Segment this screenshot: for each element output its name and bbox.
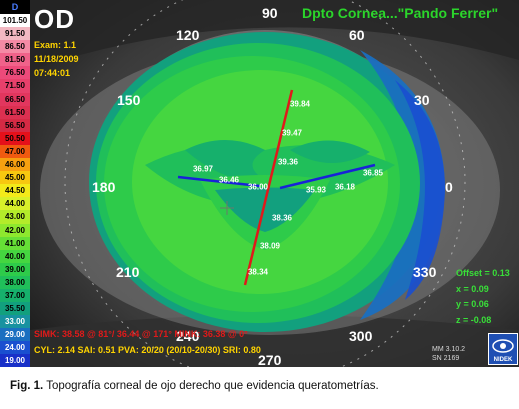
angle-label-180: 180 [92,179,116,195]
scale-value: 29.00 [0,328,30,342]
scale-value: 50.50 [0,131,30,145]
angle-label-150: 150 [117,92,141,108]
serial-number: SN 2169 [432,355,460,362]
scale-value: 37.00 [0,288,30,303]
scale-value: 81.50 [0,53,30,67]
angle-label-60: 60 [349,27,365,43]
offset-value: Offset = 0.13 [456,268,510,278]
scale-value: 42.00 [0,223,30,237]
exam-time: 07:44:01 [34,68,71,78]
scale-value: 33.00 [0,315,30,329]
scale-value: 101.50 [0,14,30,28]
angle-label-30: 30 [414,92,430,108]
k-value: 36.46 [218,175,240,185]
nidek-eye-icon [492,339,514,353]
nidek-logo: NIDEK [488,333,518,365]
k-value: 38.34 [247,267,269,277]
figure-caption: Fig. 1. Topografía corneal de ojo derech… [10,380,379,392]
cyl-line: CYL: 2.14 SAI: 0.51 PVA: 20/20 (20/10-20… [34,345,261,355]
scale-value: 43.00 [0,210,30,224]
axis-ring [64,0,466,367]
color-scale: D 101.50 91.50 86.50 81.50 76.50 71.50 66.50 61… [0,0,30,367]
angle-label-120: 120 [176,27,200,43]
scale-value: 46.00 [0,158,30,172]
scale-value: 71.50 [0,79,30,93]
k-value: 38.09 [259,241,281,251]
k-value: 36.18 [334,182,356,192]
scale-value: 56.50 [0,118,30,132]
figure-caption-text: Topografía corneal de ojo derecho que ev… [43,380,379,392]
scale-value: 39.00 [0,262,30,276]
scale-value: 61.50 [0,105,30,119]
department-header: Dpto Cornea..."Pando Ferrer" [302,5,499,21]
scale-value: 41.00 [0,236,30,250]
angle-label-270: 270 [258,352,282,367]
x-value: x = 0.09 [456,284,489,294]
angle-label-300: 300 [349,328,373,344]
k-value: 36.97 [192,164,214,174]
scale-value: 19.00 [0,354,30,367]
y-value: y = 0.06 [456,299,489,309]
angle-label-240: 240 [176,328,200,344]
k-value: 36.85 [362,168,384,178]
flat-meridian-left [177,175,261,188]
scale-value: 66.50 [0,92,30,106]
scale-value: 45.00 [0,171,30,185]
exam-date: 11/18/2009 [34,54,79,64]
topography-map [30,0,519,367]
scale-value: 38.00 [0,275,30,289]
angle-label-210: 210 [116,264,140,280]
k-value: 36.00 [247,182,269,192]
angle-label-330: 330 [413,264,437,280]
scale-value: 35.50 [0,302,30,316]
angle-label-0: 0 [445,179,453,195]
simk-line: SIMK: 38.58 @ 81°/ 36.44 @ 171° MINK: 36… [34,329,248,339]
scale-value: 86.50 [0,40,30,54]
scale-value: 91.50 [0,27,30,41]
center-cross [220,201,234,215]
scale-value: 44.00 [0,197,30,211]
z-value: z = -0.08 [456,315,492,325]
k-value: 39.84 [289,99,311,109]
scale-value: 44.50 [0,184,30,198]
flat-meridian-right [279,163,376,190]
topography-image: D 101.50 91.50 86.50 81.50 76.50 71.50 66.50 61… [0,0,519,367]
software-version: MM 3.10.2 [432,346,466,353]
scale-value: 47.00 [0,144,30,159]
k-value: 35.93 [305,185,327,195]
k-value: 39.47 [281,128,303,138]
scale-unit-label: D [0,0,30,14]
scale-value: 24.00 [0,341,30,355]
nidek-logo-text: NIDEK [493,357,513,363]
k-value: 38.36 [271,213,293,223]
k-value: 39.36 [277,157,299,167]
scale-value: 76.50 [0,66,30,80]
scale-value: 40.00 [0,249,30,263]
eye-label: OD [34,4,75,34]
angle-label-90: 90 [262,5,278,21]
steep-meridian [243,89,294,286]
exam-label: Exam: 1.1 [34,40,77,50]
figure-number: Fig. 1. [10,380,44,392]
